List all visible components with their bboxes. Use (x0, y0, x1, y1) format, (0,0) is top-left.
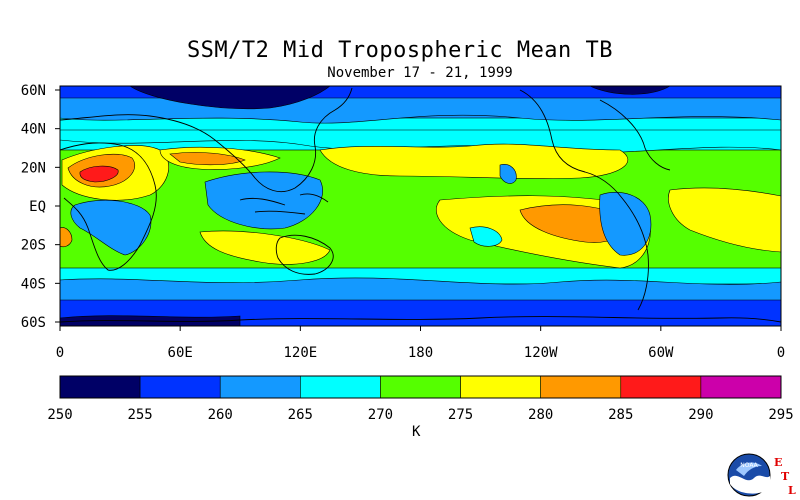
colorbar-value: 295 (768, 407, 793, 423)
lon-label: 180 (408, 345, 433, 361)
lat-label: EQ (29, 199, 46, 215)
colorbar (59, 375, 782, 399)
coastline-americas (519, 89, 671, 311)
colorbar-value: 255 (127, 407, 152, 423)
colorbar-unit: K (412, 424, 421, 440)
colorbar-value: 275 (448, 407, 473, 423)
cold-region-indian (70, 200, 152, 256)
contour-fields (60, 86, 781, 326)
cold-region-pacific-east (469, 226, 503, 247)
coastlines (60, 87, 781, 323)
lon-label: 60E (168, 345, 193, 361)
lat-label: 20N (21, 160, 46, 176)
noaa-logo: NOAA E T L (727, 453, 796, 497)
etl-letter-t: T (781, 470, 790, 483)
colorbar-swatch (540, 375, 622, 399)
colorbar-swatch (620, 375, 702, 399)
colorbar-value: 285 (608, 407, 633, 423)
noaa-logo-bird (736, 462, 762, 476)
coastline-antarctica (60, 316, 781, 323)
hot-region-westafrica (60, 227, 73, 248)
warm-region-australia (199, 230, 331, 265)
coastline-australia (275, 234, 334, 275)
lat-label: 40S (21, 276, 46, 292)
map-title: SSM/T2 Mid Tropospheric Mean TB (186, 38, 614, 63)
coastline-africa (60, 142, 157, 271)
map-subtitle: November 17 - 21, 1999 (327, 65, 513, 81)
cold-region-eastpacific (499, 164, 517, 184)
colorbar-value: 290 (688, 407, 713, 423)
cold-region-southamerica (599, 192, 652, 256)
etl-letter-e: E (774, 456, 782, 469)
contour-north-2 (60, 129, 781, 154)
longitude-axis: 0 60E 120E 180 120W 60W 0 (56, 326, 785, 361)
coastline-indonesia (239, 193, 329, 215)
lat-label: 40N (21, 122, 46, 138)
colorbar-value: 280 (528, 407, 553, 423)
lat-label: 20S (21, 238, 46, 254)
colorbar-labels: 250 255 260 265 270 275 280 285 290 295 (47, 407, 793, 423)
warm-region-atlantic (668, 187, 781, 253)
colorbar-value: 265 (288, 407, 313, 423)
lon-label: 120E (283, 345, 317, 361)
polar-cold-core (129, 86, 671, 110)
colorbar-value: 270 (368, 407, 393, 423)
cold-region-maritime (204, 171, 323, 230)
etl-letter-l: L (788, 484, 796, 497)
latitude-axis: 60N 40N 20N EQ 20S 40S 60S (21, 83, 60, 331)
lon-label: 60W (648, 345, 674, 361)
warm-region-pacific-north (319, 143, 629, 179)
lat-label: 60S (21, 315, 46, 331)
colorbar-swatch (300, 375, 381, 399)
lon-label: 0 (777, 345, 785, 361)
colorbar-swatch (700, 375, 782, 399)
hot-region-asia (169, 152, 246, 166)
lon-label: 120W (524, 345, 558, 361)
colorbar-value: 260 (208, 407, 233, 423)
colorbar-frame (59, 375, 782, 399)
noaa-logo-wave (730, 475, 770, 494)
colorbar-swatch (59, 375, 141, 399)
lat-label: 60N (21, 83, 46, 99)
colorbar-swatch (460, 375, 541, 399)
colorbar-value: 250 (47, 407, 72, 423)
colorbar-swatch (139, 375, 221, 399)
coastline-eurasia (60, 87, 353, 192)
contour-south-1 (60, 277, 781, 301)
lon-label: 0 (56, 345, 64, 361)
very-hot-core (79, 165, 119, 183)
colorbar-swatch (219, 375, 301, 399)
noaa-logo-text: NOAA (740, 462, 758, 469)
colorbar-swatch (380, 375, 461, 399)
